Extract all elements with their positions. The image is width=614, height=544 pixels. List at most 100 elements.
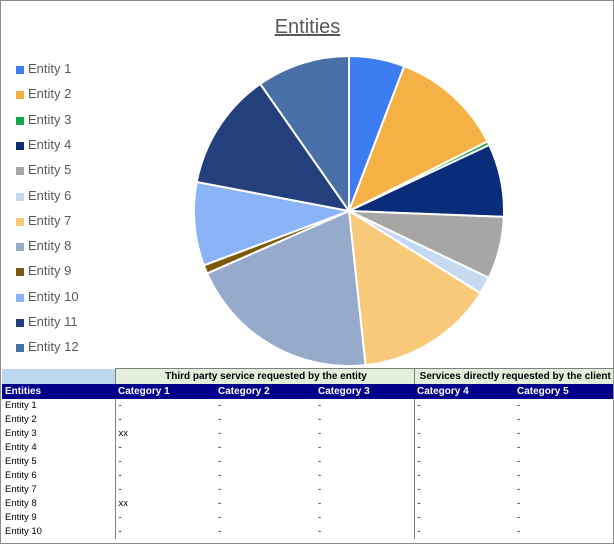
legend-label: Entity 9 [28, 263, 72, 279]
entity-name-cell: Entity 1 [5, 400, 37, 411]
legend-swatch [16, 141, 24, 150]
category-3-cell: - [318, 414, 322, 425]
category-4-cell: - [413, 525, 514, 539]
column-header-category-3: Category 3 [315, 384, 414, 399]
legend-label: Entity 7 [28, 212, 72, 228]
column-header-row: Entities Category 1 Category 2 Category … [2, 384, 614, 399]
category-4-cell: - [413, 483, 514, 497]
legend-swatch [16, 293, 24, 302]
category-3-cell: - [318, 400, 322, 411]
column-header-entities: Entities [2, 384, 115, 399]
category-1-cell: xx [114, 427, 215, 441]
category-2-cell: - [218, 470, 222, 481]
legend-swatch [16, 192, 24, 201]
table-row: Entity 1----- [2, 399, 613, 413]
category-2-cell: - [218, 484, 222, 495]
category-1-cell: - [114, 525, 215, 539]
legend-swatch [16, 217, 24, 226]
entity-name-cell: Entity 5 [5, 456, 37, 467]
category-3-cell: - [318, 498, 322, 509]
column-header-category-4: Category 4 [414, 384, 514, 399]
table-row: Entity 4----- [2, 441, 613, 455]
table-row: Entity 9----- [2, 511, 613, 525]
legend-item: Entity 2 [16, 85, 136, 105]
category-2-cell: - [218, 526, 222, 537]
legend-swatch [16, 344, 24, 353]
legend-swatch [16, 91, 24, 100]
group-header-client: Services directly requested by the clien… [413, 368, 614, 384]
chart-title: Entities [274, 16, 341, 38]
pie-slice [347, 209, 482, 367]
category-5-cell: - [517, 484, 521, 495]
group-header-blank [2, 368, 116, 384]
category-3-cell: - [318, 428, 322, 439]
legend-swatch [16, 319, 24, 327]
pie-slice [347, 64, 489, 214]
entity-name-cell: Entity 10 [5, 526, 42, 537]
legend-label: Entity 2 [28, 86, 72, 102]
table-row: Entity 7----- [2, 483, 613, 497]
category-3-cell: - [318, 442, 322, 453]
category-4-cell: - [413, 511, 514, 525]
table-row: Entity 5----- [2, 455, 613, 469]
table-body: Entity 1- - - - - Entity 2- - - - - Entity 3 xx - - - -… [2, 399, 613, 539]
group-header-third-party: Third party service requested by the ent… [114, 368, 414, 384]
legend-item: Entity 8 [16, 237, 136, 257]
pie-slice [205, 209, 367, 367]
table-row: Entity 10- - - - - [2, 525, 613, 539]
legend-item: Entity 12 [16, 338, 136, 358]
category-2-cell: - [218, 512, 222, 523]
group-header-row: Third party service requested by the ent… [2, 368, 614, 384]
legend-swatch [16, 66, 24, 74]
category-5-cell: - [517, 442, 521, 453]
legend-item: Entity 3 [16, 111, 136, 131]
legend-label: Entity 3 [28, 111, 72, 127]
entity-name-cell: Entity 7 [5, 484, 37, 495]
category-3-cell: - [318, 456, 322, 467]
pie-slice [195, 82, 352, 213]
entities-table: Third party service requested by the ent… [2, 368, 614, 539]
category-2-cell: - [218, 428, 222, 439]
legend-item: Entity 10 [16, 288, 136, 308]
category-1-cell: - [114, 469, 215, 483]
category-5-cell: - [517, 498, 521, 509]
category-2-cell: - [218, 442, 222, 453]
legend-label: Entity 8 [28, 238, 72, 254]
legend-label: Entity 6 [28, 187, 72, 203]
category-5-cell: - [517, 428, 521, 439]
entities-table-wrapper: Third party service requested by the ent… [2, 368, 614, 543]
category-5-cell: - [517, 456, 521, 467]
category-3-cell: - [318, 484, 322, 495]
category-1-cell: - [114, 511, 215, 525]
category-5-cell: - [517, 526, 521, 537]
legend-label: Entity 12 [28, 339, 79, 355]
category-2-cell: - [218, 400, 222, 411]
category-4-cell: - [413, 441, 514, 455]
category-5-cell: - [517, 414, 521, 425]
legend-item: Entity 1 [16, 60, 136, 80]
category-3-cell: - [318, 526, 322, 537]
category-5-cell: - [517, 470, 521, 481]
entity-name-cell: Entity 3 [5, 428, 37, 439]
pie-slice [258, 54, 350, 215]
column-header-category-1: Category 1 [115, 384, 215, 399]
category-3-cell: - [318, 470, 322, 481]
legend-label: Entity 10 [28, 288, 79, 304]
legend-item: Entity 6 [16, 187, 136, 207]
legend-swatch [16, 167, 24, 176]
category-4-cell: - [413, 497, 514, 511]
legend-item: Entity 7 [16, 212, 136, 232]
legend-label: Entity 4 [28, 136, 72, 152]
category-1-cell: - [114, 483, 215, 497]
entity-name-cell: Entity 8 [5, 498, 37, 509]
legend-item: Entity 9 [16, 262, 136, 282]
table-row: Entity 2----- [2, 413, 613, 427]
category-1-cell: - [114, 399, 215, 413]
legend-label: Entity 11 [28, 314, 78, 329]
column-header-category-5: Category 5 [514, 384, 614, 399]
table-row: Entity 6----- [2, 469, 613, 483]
category-4-cell: - [413, 399, 514, 413]
category-3-cell: - [318, 512, 322, 523]
legend-label: Entity 1 [28, 61, 72, 76]
